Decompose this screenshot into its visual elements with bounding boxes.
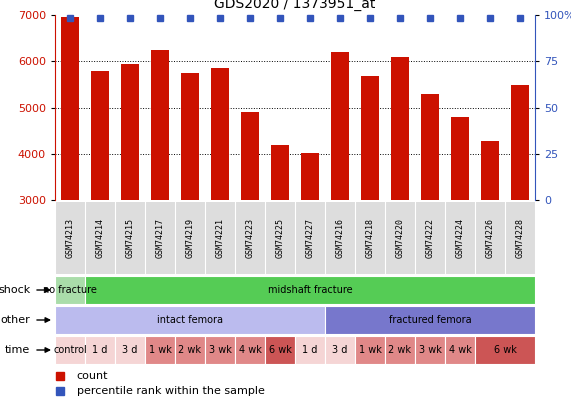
Bar: [55, 336, 85, 364]
Bar: [415, 336, 445, 364]
Bar: [385, 336, 415, 364]
Bar: [421, 94, 439, 200]
Bar: [325, 306, 535, 334]
Bar: [511, 85, 529, 200]
Text: GSM74218: GSM74218: [365, 218, 375, 258]
Text: GSM74220: GSM74220: [396, 218, 404, 258]
Text: 6 wk: 6 wk: [268, 345, 291, 355]
Text: GSM74217: GSM74217: [155, 218, 164, 258]
Text: 4 wk: 4 wk: [239, 345, 262, 355]
Text: fractured femora: fractured femora: [389, 315, 471, 325]
Bar: [145, 336, 175, 364]
Text: 1 d: 1 d: [302, 345, 317, 355]
Text: 2 wk: 2 wk: [388, 345, 412, 355]
Bar: [241, 112, 259, 200]
Text: GSM74221: GSM74221: [215, 218, 224, 258]
Bar: [181, 73, 199, 200]
Text: GSM74227: GSM74227: [305, 218, 315, 258]
Text: GDS2020 / 1373951_at: GDS2020 / 1373951_at: [214, 0, 376, 11]
Text: other: other: [1, 315, 30, 325]
Text: 4 wk: 4 wk: [449, 345, 472, 355]
Text: GSM74214: GSM74214: [95, 218, 104, 258]
Bar: [325, 336, 355, 364]
Bar: [151, 50, 169, 200]
Text: GSM74225: GSM74225: [275, 218, 284, 258]
Bar: [121, 64, 139, 200]
Text: 2 wk: 2 wk: [179, 345, 202, 355]
Bar: [235, 336, 265, 364]
Bar: [91, 71, 109, 200]
Text: 3 d: 3 d: [122, 345, 138, 355]
Bar: [451, 117, 469, 200]
Text: percentile rank within the sample: percentile rank within the sample: [77, 386, 264, 396]
Text: 3 wk: 3 wk: [419, 345, 441, 355]
Text: 3 d: 3 d: [332, 345, 348, 355]
Text: GSM74228: GSM74228: [516, 218, 525, 258]
Text: intact femora: intact femora: [157, 315, 223, 325]
Bar: [265, 336, 295, 364]
Bar: [61, 17, 79, 200]
Bar: [445, 336, 475, 364]
Text: GSM74213: GSM74213: [66, 218, 74, 258]
Bar: [205, 336, 235, 364]
Bar: [55, 276, 85, 304]
Bar: [211, 68, 229, 200]
Text: GSM74226: GSM74226: [485, 218, 494, 258]
Bar: [271, 145, 289, 200]
Bar: [481, 141, 499, 200]
Text: no fracture: no fracture: [43, 285, 97, 295]
Text: 1 wk: 1 wk: [148, 345, 171, 355]
Text: 1 d: 1 d: [93, 345, 108, 355]
Bar: [331, 52, 349, 200]
Text: time: time: [5, 345, 30, 355]
Bar: [295, 336, 325, 364]
Text: 3 wk: 3 wk: [208, 345, 231, 355]
Bar: [355, 336, 385, 364]
Bar: [175, 336, 205, 364]
Bar: [85, 336, 115, 364]
Bar: [391, 57, 409, 200]
Text: count: count: [77, 371, 108, 381]
Text: GSM74219: GSM74219: [186, 218, 195, 258]
Bar: [55, 306, 325, 334]
Text: GSM74215: GSM74215: [126, 218, 135, 258]
Bar: [115, 336, 145, 364]
Text: 1 wk: 1 wk: [359, 345, 381, 355]
Text: 6 wk: 6 wk: [493, 345, 516, 355]
Bar: [361, 76, 379, 200]
Bar: [475, 336, 535, 364]
Text: control: control: [53, 345, 87, 355]
Text: midshaft fracture: midshaft fracture: [268, 285, 352, 295]
Text: GSM74222: GSM74222: [425, 218, 435, 258]
Text: GSM74223: GSM74223: [246, 218, 255, 258]
Text: GSM74224: GSM74224: [456, 218, 464, 258]
Bar: [301, 153, 319, 200]
Text: shock: shock: [0, 285, 30, 295]
Text: GSM74216: GSM74216: [336, 218, 344, 258]
